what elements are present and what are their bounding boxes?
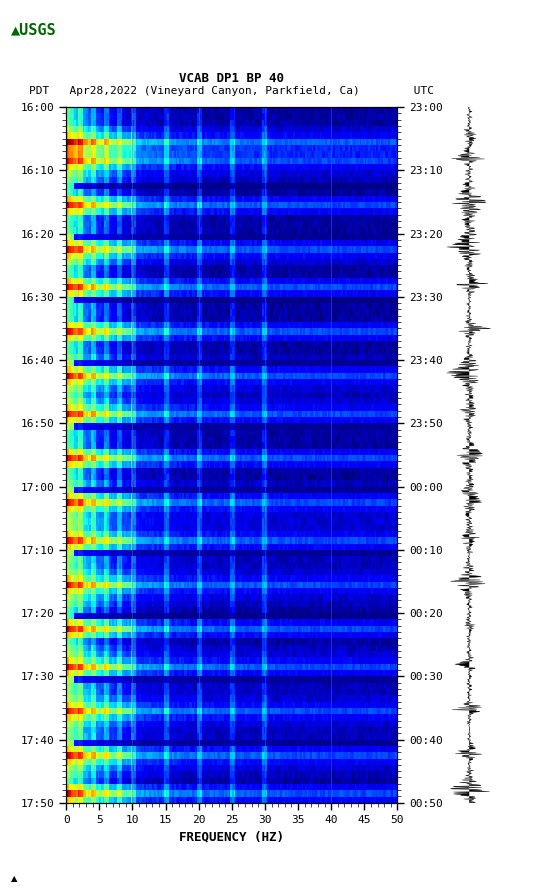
Text: VCAB DP1 BP 40: VCAB DP1 BP 40 [179, 71, 284, 85]
Text: PDT   Apr28,2022 (Vineyard Canyon, Parkfield, Ca)        UTC: PDT Apr28,2022 (Vineyard Canyon, Parkfie… [29, 87, 434, 96]
Text: ▲USGS: ▲USGS [11, 22, 57, 37]
X-axis label: FREQUENCY (HZ): FREQUENCY (HZ) [179, 830, 284, 843]
Text: ▲: ▲ [11, 874, 18, 883]
